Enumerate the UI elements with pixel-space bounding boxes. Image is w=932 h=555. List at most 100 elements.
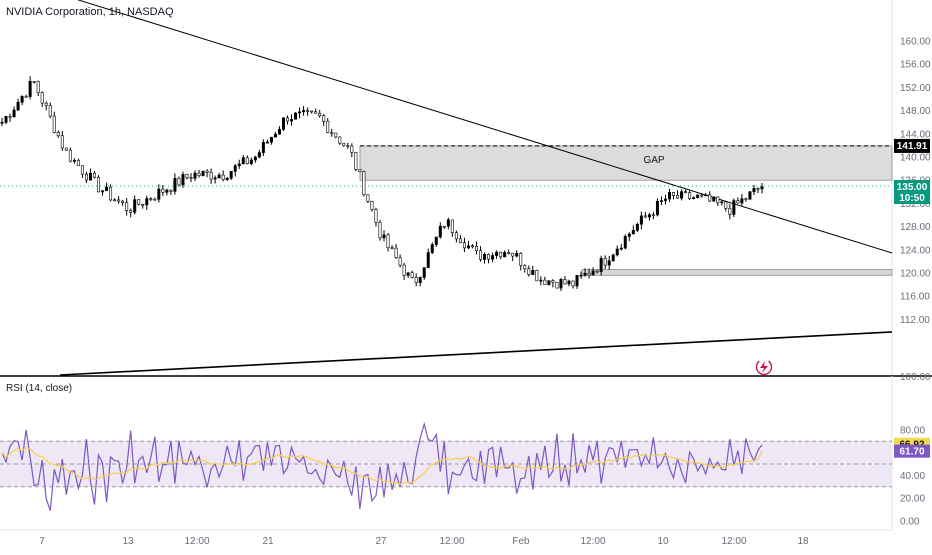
rsi-title[interactable]: RSI (14, close) (6, 383, 72, 394)
candle-body (567, 280, 571, 285)
price-tick-label: 124.00 (900, 245, 931, 256)
candle-body (454, 232, 458, 240)
candle-body (672, 192, 676, 196)
candle-body (394, 247, 398, 259)
last-price-label-text: 10:50 (899, 193, 925, 204)
candle-body (217, 174, 221, 179)
price-tick-label: 128.00 (900, 222, 931, 233)
candle-body (52, 115, 56, 133)
candle-body (446, 219, 450, 227)
candle-body (740, 198, 744, 204)
candle-body (121, 200, 125, 203)
drawing-layer[interactable]: GAP (0, 0, 893, 376)
candle-body (418, 277, 422, 283)
candle-body (169, 189, 173, 192)
price-tick-label: 140.00 (900, 153, 931, 164)
candle-body (290, 119, 294, 122)
support-zone-box[interactable] (581, 269, 893, 276)
price-tick-label: 144.00 (900, 129, 931, 140)
candle-body (185, 174, 189, 178)
price-tick-label: 116.00 (900, 292, 930, 303)
candle-body (133, 199, 137, 213)
price-tick-label: 120.00 (900, 269, 931, 280)
candle-body (398, 257, 402, 266)
candle-body (511, 252, 515, 257)
candle-body (647, 214, 651, 218)
candle-body (495, 251, 499, 256)
candle-body (430, 244, 434, 253)
candles-layer[interactable] (0, 76, 764, 292)
rsi-tick-label: 80.00 (900, 425, 925, 436)
rsi-value-label-bg (894, 444, 930, 458)
candle-body (322, 115, 326, 122)
candle-body (24, 96, 28, 98)
candle-body (4, 115, 8, 123)
price-tick-label: 132.00 (900, 199, 931, 210)
candle-body (676, 195, 680, 199)
candle-body (466, 245, 470, 249)
candle-body (631, 230, 635, 235)
candle-body (700, 194, 704, 197)
rsi-ma-line[interactable] (1, 446, 763, 485)
candle-body (519, 253, 523, 266)
candle-body (410, 272, 414, 278)
candle-body (181, 174, 185, 186)
candle-body (499, 251, 503, 258)
candle-body (579, 274, 583, 277)
price-tick-label: 156.00 (900, 60, 931, 71)
candle-body (129, 210, 133, 213)
candle-body (696, 194, 700, 198)
rsi-layer[interactable] (0, 421, 892, 511)
price-tick-label: 148.00 (900, 106, 931, 117)
candle-body (326, 120, 330, 133)
candle-body (330, 132, 334, 134)
candle-body (659, 200, 663, 202)
main-pane[interactable] (0, 0, 932, 531)
candle-body (571, 280, 575, 287)
rsi-line[interactable] (1, 421, 763, 511)
candle-body (125, 202, 129, 211)
candle-body (28, 80, 32, 97)
candle-body (221, 174, 225, 180)
candle-body (422, 267, 426, 278)
candle-body (338, 136, 342, 144)
dashed-level-label[interactable]: 141.91 (894, 138, 930, 153)
tradingview-logo-icon[interactable] (755, 358, 773, 376)
candle-body (491, 255, 495, 260)
candle-body (450, 219, 454, 234)
candle-body (474, 246, 478, 251)
price-tick-label: 160.00 (900, 37, 931, 48)
candle-body (575, 275, 579, 287)
candle-body (16, 102, 20, 111)
candle-body (229, 171, 233, 179)
support-trendline[interactable] (59, 331, 893, 376)
gap-zone-box[interactable] (359, 145, 893, 181)
rsi-tick-label: 40.00 (900, 471, 925, 482)
candle-body (350, 145, 354, 153)
candle-body (60, 135, 64, 149)
candle-body (559, 279, 563, 289)
candle-body (732, 200, 736, 215)
candle-body (382, 234, 386, 239)
candle-body (704, 194, 708, 197)
candle-body (0, 122, 4, 124)
candle-body (438, 225, 442, 238)
candle-body (153, 198, 157, 201)
candle-body (40, 92, 44, 104)
candle-body (201, 170, 205, 176)
candle-body (157, 188, 161, 200)
candle-body (265, 141, 269, 144)
candle-body (547, 280, 551, 285)
descending-trendline[interactable] (40, 0, 893, 254)
candle-body (306, 110, 310, 112)
candle-body (80, 165, 84, 175)
candle-body (523, 265, 527, 270)
candle-body (406, 272, 410, 276)
symbol-title[interactable]: NVIDIA Corporation, 1h, NASDAQ (6, 6, 174, 18)
candle-body (64, 147, 68, 151)
candle-body (716, 196, 720, 204)
rsi-value-label[interactable]: 61.70 (894, 444, 930, 458)
candle-body (470, 245, 474, 248)
